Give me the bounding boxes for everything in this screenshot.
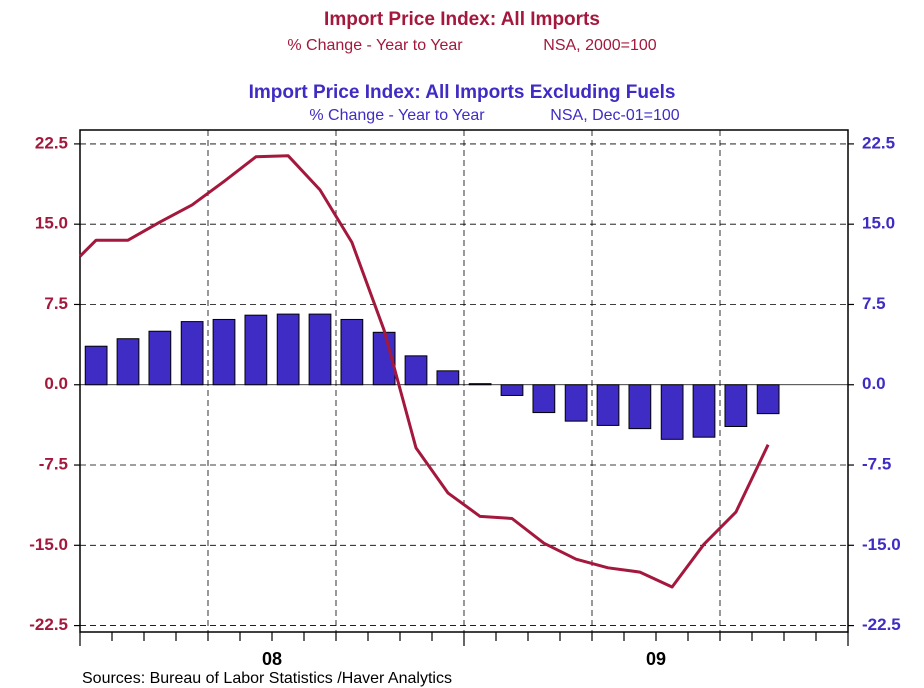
bar xyxy=(468,383,492,386)
bar xyxy=(244,314,268,386)
y2-tick-label: 7.5 xyxy=(862,294,886,313)
bar xyxy=(340,318,364,386)
y-tick-label: 7.5 xyxy=(44,294,68,313)
y-tick-label: 15.0 xyxy=(35,214,68,233)
bar xyxy=(724,384,748,427)
y2-tick-label: -7.5 xyxy=(862,455,891,474)
bar xyxy=(500,384,524,396)
x-tick-label: 09 xyxy=(646,649,666,669)
series-title: Import Price Index: All Imports Excludin… xyxy=(249,82,676,103)
x-tick-label: 08 xyxy=(262,649,282,669)
y2-tick-label: 0.0 xyxy=(862,374,886,393)
bar xyxy=(756,384,780,415)
bar xyxy=(660,384,684,440)
y2-tick-label: 22.5 xyxy=(862,133,895,152)
y2-tick-label: 15.0 xyxy=(862,214,895,233)
bar xyxy=(404,355,428,386)
bar xyxy=(692,384,716,438)
bar xyxy=(564,384,588,422)
series-title: Import Price Index: All Imports xyxy=(324,9,600,30)
bar xyxy=(84,345,108,386)
y-tick-label: 22.5 xyxy=(35,133,68,152)
series-note: NSA, 2000=100 xyxy=(543,37,657,54)
bar xyxy=(180,321,204,386)
y-tick-label: -15.0 xyxy=(29,535,68,554)
y2-tick-label: -15.0 xyxy=(862,535,901,554)
y2-tick-label: -22.5 xyxy=(862,615,901,634)
y-tick-label: -22.5 xyxy=(29,615,68,634)
series-subtitle: % Change - Year to Year xyxy=(287,37,463,54)
source: Sources: Bureau of Labor Statistics /Hav… xyxy=(82,670,452,687)
bar xyxy=(276,313,300,386)
bar xyxy=(436,370,460,386)
y-tick-label: 0.0 xyxy=(44,374,68,393)
series-note: NSA, Dec-01=100 xyxy=(550,107,680,124)
bar xyxy=(596,384,620,426)
bar xyxy=(116,338,140,386)
bar xyxy=(628,384,652,430)
series-subtitle: % Change - Year to Year xyxy=(309,107,485,124)
bar xyxy=(148,330,172,386)
line xyxy=(78,154,770,589)
y-tick-label: -7.5 xyxy=(39,455,68,474)
bar xyxy=(532,384,556,414)
bar xyxy=(308,313,332,386)
bar xyxy=(212,318,236,386)
